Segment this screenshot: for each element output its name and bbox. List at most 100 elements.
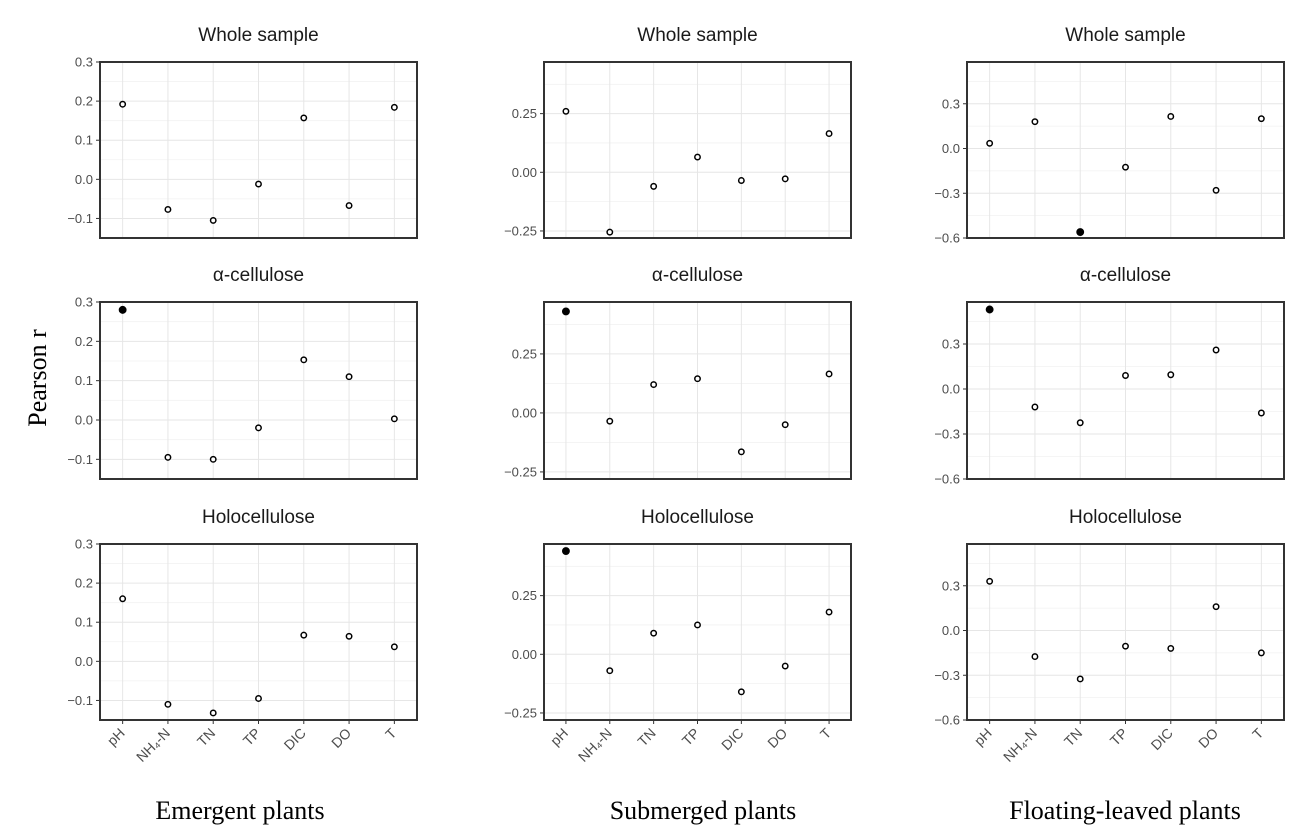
y-tick-label: −0.25 [504, 464, 537, 479]
data-point [825, 370, 833, 378]
panel-whole-sample-emergent: −0.1 0.0 0.1 0.2 0.3 Whole sample [67, 25, 418, 239]
y-axis-title: Pearson r [23, 329, 52, 427]
data-point [986, 577, 994, 585]
data-point [1257, 115, 1265, 123]
data-point [606, 667, 614, 675]
data-point [119, 595, 127, 603]
data-point [1212, 603, 1220, 611]
y-tick-label: 0.00 [512, 165, 537, 180]
y-tick-label: 0.3 [75, 537, 93, 552]
x-tick-label: T [817, 724, 835, 742]
data-point [345, 373, 353, 381]
panel-title: α-cellulose [1080, 265, 1171, 286]
data-point [1076, 419, 1084, 427]
data-point [694, 153, 701, 161]
y-tick-label: −0.6 [934, 231, 960, 246]
y-tick-label: 0.3 [942, 337, 960, 352]
data-point [164, 205, 172, 213]
x-tick-label: DIC [718, 725, 746, 753]
x-tick-label: DIC [281, 725, 309, 753]
x-tick-label: pH [971, 725, 995, 749]
x-tick-label: T [382, 724, 400, 742]
data-point [561, 547, 570, 555]
panel-frame [966, 301, 1285, 480]
y-tick-label: −0.25 [504, 223, 537, 238]
panel-title: Whole sample [198, 25, 318, 46]
data-point [390, 103, 398, 111]
x-tick-label: TN [1061, 725, 1086, 750]
data-point [561, 307, 570, 316]
column-title-submerged: Submerged plants [610, 796, 797, 825]
x-tick-label: TP [679, 725, 703, 749]
y-tick-label: −0.3 [934, 668, 960, 683]
panel-alpha-cellulose-emergent: −0.1 0.0 0.1 0.2 0.3 α-cellulose [67, 265, 418, 480]
data-point [1167, 371, 1175, 379]
data-point [825, 608, 833, 616]
x-tick-label: pH [547, 725, 571, 749]
panel-title: α-cellulose [213, 265, 304, 286]
data-point [1257, 649, 1265, 657]
panel-title: α-cellulose [652, 265, 743, 286]
data-point [1076, 675, 1084, 683]
panel-alpha-cellulose-floating: −0.6 −0.3 0.0 0.3 α-cellulose [934, 265, 1285, 487]
data-point [1212, 186, 1220, 194]
y-tick-label: 0.00 [512, 405, 537, 420]
x-tick-label: DO [1195, 725, 1221, 751]
panel-title: Whole sample [637, 25, 757, 46]
panel-frame [966, 543, 1285, 721]
x-tick-label: DO [328, 725, 354, 751]
x-tick-label: DO [764, 725, 790, 751]
data-point [1122, 372, 1129, 379]
data-point [300, 114, 308, 122]
data-point [345, 632, 353, 640]
data-point [650, 182, 658, 190]
data-point [606, 228, 614, 236]
x-tick-label: NH₄-N [575, 725, 615, 765]
data-point [650, 381, 658, 389]
data-point [694, 375, 701, 383]
y-tick-label: 0.3 [942, 96, 960, 111]
y-tick-label: 0.3 [942, 578, 960, 593]
panels-layer: −0.1 0.0 0.1 0.2 0.3 Whole sample −0.25 0.00 0.2… [67, 25, 1285, 765]
y-tick-label: −0.1 [67, 211, 93, 226]
data-point [1167, 112, 1175, 120]
y-tick-label: 0.0 [942, 141, 960, 156]
panel-holocellulose-emergent: −0.1 0.0 0.1 0.2 0.3 pH NH₄-N TN TP DIC DO T Holocel… [67, 507, 418, 765]
panel-holocellulose-submerged: −0.25 0.00 0.25 pH NH₄-N TN TP DIC DO T Holocellul… [504, 507, 852, 765]
data-point [694, 621, 701, 629]
data-point [164, 453, 172, 461]
panel-frame [99, 301, 418, 480]
data-point [737, 448, 745, 456]
data-point [986, 139, 994, 147]
data-point [650, 629, 658, 637]
data-point [209, 709, 217, 717]
panel-frame [99, 543, 418, 721]
data-point [1031, 118, 1039, 126]
y-tick-label: −0.1 [67, 693, 93, 708]
y-tick-label: 0.25 [512, 346, 537, 361]
y-tick-label: −0.6 [934, 472, 960, 487]
y-tick-label: −0.1 [67, 452, 93, 467]
panel-title: Holocellulose [641, 507, 754, 528]
panel-holocellulose-floating: −0.6 −0.3 0.0 0.3 pH NH₄-N TN TP DIC DO T Holocellu… [934, 507, 1285, 765]
panel-frame [543, 543, 852, 721]
x-tick-label: NH₄-N [1000, 725, 1040, 765]
column-title-emergent: Emergent plants [155, 796, 324, 825]
data-point [781, 662, 789, 670]
y-tick-label: 0.25 [512, 588, 537, 603]
y-tick-label: 0.0 [942, 623, 960, 638]
data-point [345, 202, 353, 209]
y-tick-label: −0.3 [934, 427, 960, 442]
panel-title: Holocellulose [1069, 507, 1182, 528]
data-point [119, 100, 127, 108]
y-tick-label: 0.2 [75, 334, 93, 349]
y-tick-label: 0.0 [75, 172, 93, 187]
x-tick-label: TP [240, 725, 264, 749]
data-point [209, 216, 217, 224]
y-tick-label: −0.6 [934, 713, 960, 728]
data-point [985, 305, 994, 314]
panel-frame [543, 61, 852, 239]
y-tick-label: 0.3 [75, 55, 93, 70]
panel-alpha-cellulose-submerged: −0.25 0.00 0.25 α-cellulose [504, 265, 852, 480]
